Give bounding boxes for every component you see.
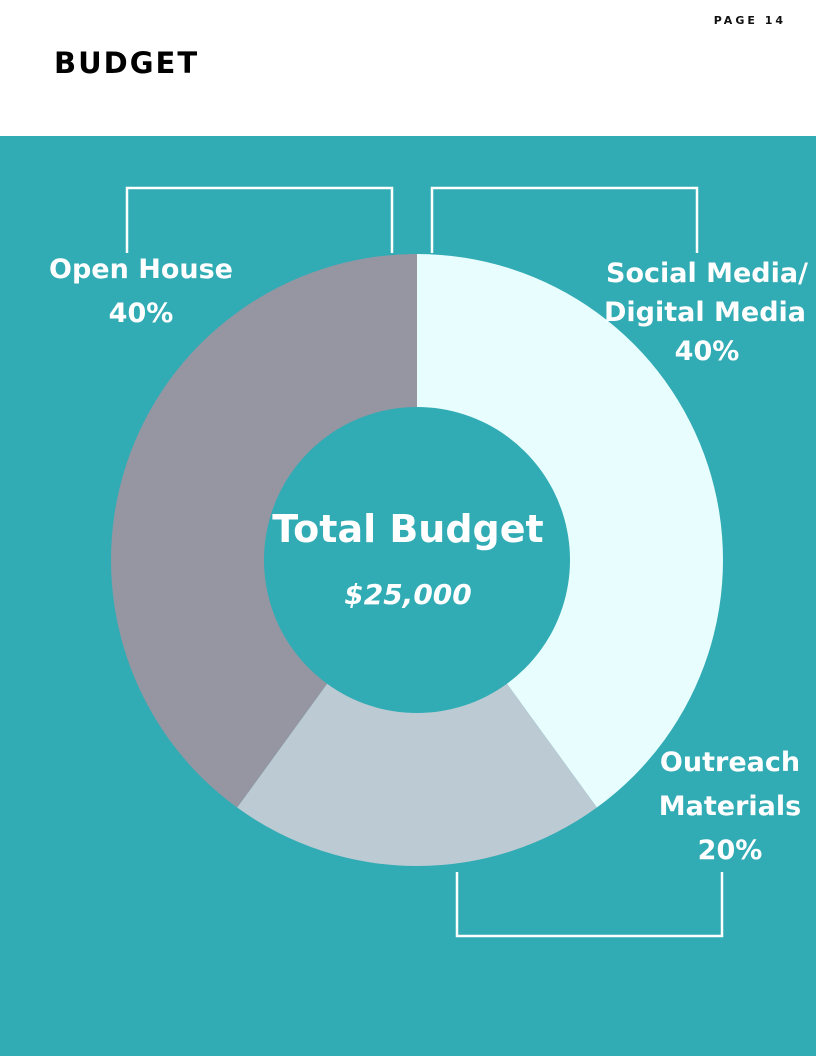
open-house-label: Open House (49, 254, 233, 285)
social-media-label-line-1: Social Media/ (606, 258, 808, 289)
slice-outreach-materials (237, 683, 597, 867)
center-title: Total Budget (272, 507, 543, 551)
chart-panel: Total Budget $25,000 Open House 40% Soci… (0, 136, 816, 1056)
page-number: PAGE 14 (713, 14, 786, 27)
page-title: BUDGET (54, 46, 200, 80)
slices-group (111, 253, 724, 867)
outreach-label-line-2: Materials (659, 791, 801, 822)
social-media-label-line-2: Digital Media (604, 297, 806, 328)
social-media-bracket (430, 186, 699, 253)
donut-chart: Total Budget $25,000 Open House 40% Soci… (0, 136, 816, 1056)
center-value: $25,000 (344, 578, 472, 611)
outreach-percent: 20% (698, 835, 763, 866)
slice-social-media (417, 254, 724, 808)
outreach-bracket (455, 872, 724, 938)
social-media-percent: 40% (675, 336, 740, 367)
outreach-label-line-1: Outreach (660, 747, 800, 778)
slice-open-house (111, 253, 417, 808)
open-house-percent: 40% (109, 298, 174, 329)
open-house-bracket (125, 186, 394, 253)
